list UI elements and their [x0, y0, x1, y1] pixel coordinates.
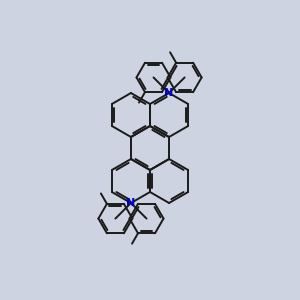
Text: N: N [126, 198, 136, 208]
Text: N: N [164, 88, 174, 98]
